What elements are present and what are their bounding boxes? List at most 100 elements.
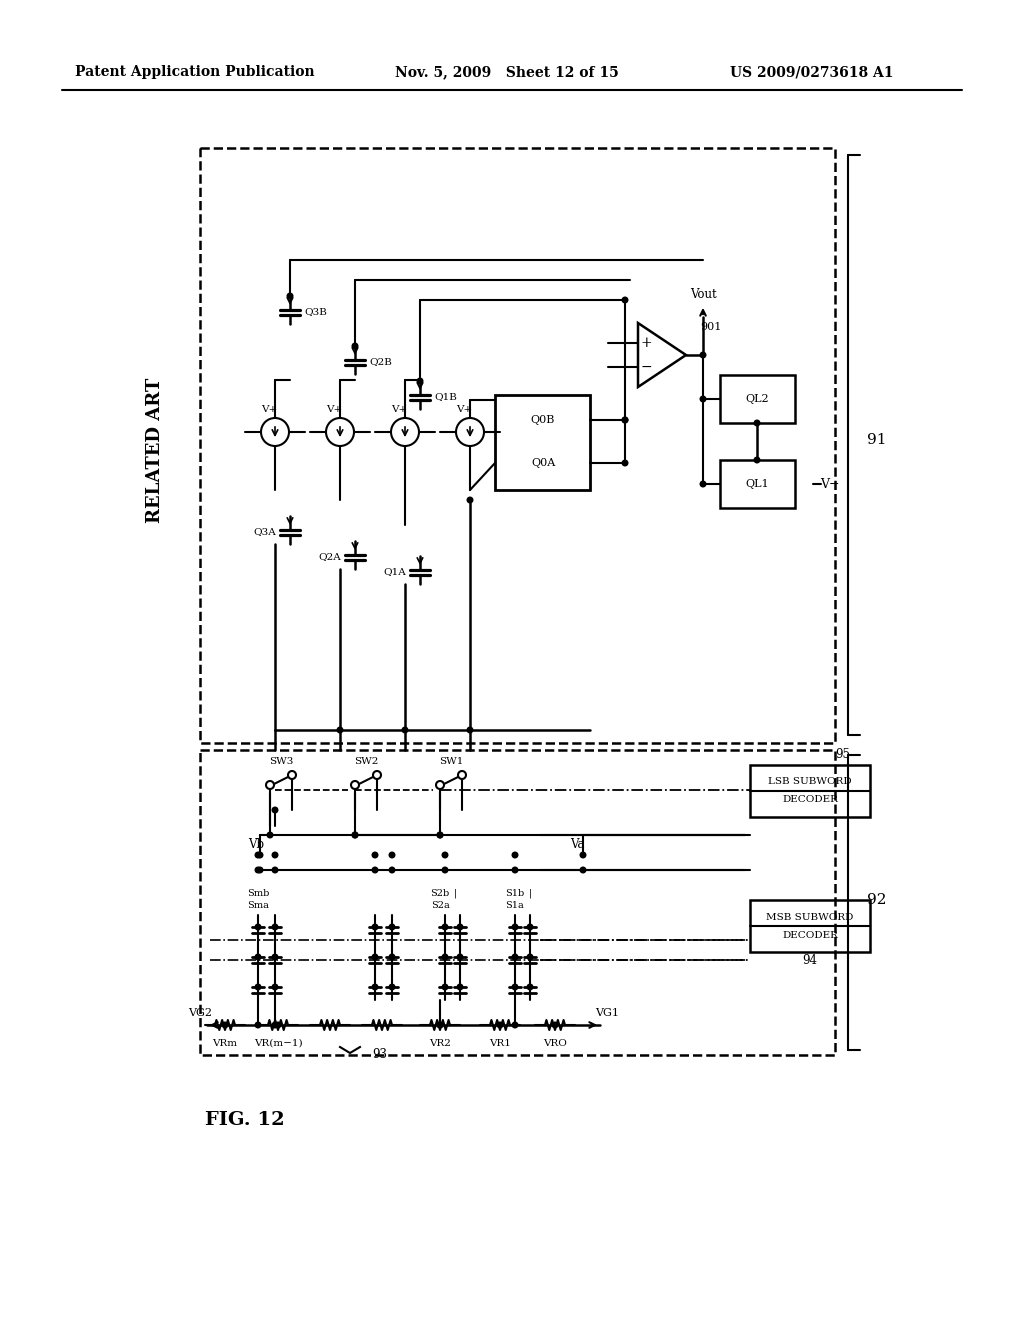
Circle shape bbox=[255, 866, 261, 874]
Circle shape bbox=[580, 851, 587, 858]
Text: Q3B: Q3B bbox=[304, 308, 327, 317]
Circle shape bbox=[271, 953, 279, 961]
Circle shape bbox=[388, 851, 395, 858]
Circle shape bbox=[754, 420, 761, 426]
Circle shape bbox=[526, 924, 534, 931]
Circle shape bbox=[436, 781, 444, 789]
Circle shape bbox=[526, 953, 534, 961]
Circle shape bbox=[256, 851, 263, 858]
Circle shape bbox=[271, 983, 279, 990]
Circle shape bbox=[441, 924, 449, 931]
Circle shape bbox=[699, 351, 707, 359]
Circle shape bbox=[622, 297, 629, 304]
Bar bbox=[200, 750, 835, 1055]
Circle shape bbox=[255, 953, 261, 961]
Circle shape bbox=[467, 726, 473, 734]
Circle shape bbox=[526, 983, 534, 990]
Text: Q0A: Q0A bbox=[530, 458, 555, 469]
Circle shape bbox=[497, 1022, 504, 1028]
Circle shape bbox=[401, 726, 409, 734]
Bar bbox=[200, 148, 835, 743]
Circle shape bbox=[337, 726, 343, 734]
Text: Q0B: Q0B bbox=[530, 414, 555, 425]
Circle shape bbox=[754, 457, 761, 463]
Circle shape bbox=[456, 418, 484, 446]
Circle shape bbox=[372, 924, 379, 931]
Circle shape bbox=[351, 342, 358, 350]
Circle shape bbox=[351, 832, 358, 838]
Circle shape bbox=[391, 418, 419, 446]
Text: Q3A: Q3A bbox=[253, 528, 276, 536]
Circle shape bbox=[467, 496, 473, 503]
Circle shape bbox=[261, 418, 289, 446]
Circle shape bbox=[255, 1022, 261, 1028]
Text: 92: 92 bbox=[867, 894, 887, 907]
Circle shape bbox=[441, 851, 449, 858]
Text: SW3: SW3 bbox=[269, 756, 293, 766]
Circle shape bbox=[512, 953, 518, 961]
Text: V+: V+ bbox=[261, 405, 278, 414]
Text: VR1: VR1 bbox=[489, 1039, 511, 1048]
Text: 901: 901 bbox=[700, 322, 721, 333]
Text: Patent Application Publication: Patent Application Publication bbox=[75, 65, 314, 79]
Circle shape bbox=[351, 781, 359, 789]
Circle shape bbox=[458, 771, 466, 779]
Circle shape bbox=[221, 1022, 228, 1028]
Circle shape bbox=[512, 924, 518, 931]
Text: V−: V− bbox=[820, 479, 840, 491]
Circle shape bbox=[288, 771, 296, 779]
Bar bbox=[720, 375, 795, 422]
Circle shape bbox=[417, 378, 424, 384]
Circle shape bbox=[512, 866, 518, 874]
Text: Va: Va bbox=[570, 838, 585, 851]
Circle shape bbox=[388, 953, 395, 961]
Circle shape bbox=[436, 1022, 443, 1028]
Bar bbox=[750, 900, 870, 952]
Text: MSB SUBWORD: MSB SUBWORD bbox=[766, 912, 854, 921]
Text: US 2009/0273618 A1: US 2009/0273618 A1 bbox=[730, 65, 894, 79]
Text: 91: 91 bbox=[867, 433, 887, 447]
Circle shape bbox=[287, 293, 294, 300]
Circle shape bbox=[274, 1022, 282, 1028]
Circle shape bbox=[699, 396, 707, 403]
Circle shape bbox=[271, 1022, 279, 1028]
Text: −: − bbox=[640, 360, 652, 374]
Circle shape bbox=[388, 983, 395, 990]
Text: S1b: S1b bbox=[506, 888, 524, 898]
Text: RELATED ART: RELATED ART bbox=[146, 378, 164, 523]
Text: V+: V+ bbox=[391, 405, 408, 414]
Text: DECODER: DECODER bbox=[782, 931, 838, 940]
Text: VRO: VRO bbox=[543, 1039, 567, 1048]
Text: Vb: Vb bbox=[248, 838, 264, 851]
Circle shape bbox=[271, 924, 279, 931]
Circle shape bbox=[622, 459, 629, 466]
Circle shape bbox=[457, 924, 464, 931]
Circle shape bbox=[255, 983, 261, 990]
Circle shape bbox=[388, 866, 395, 874]
Circle shape bbox=[699, 480, 707, 487]
Text: +: + bbox=[640, 337, 652, 350]
Circle shape bbox=[271, 851, 279, 858]
Circle shape bbox=[441, 953, 449, 961]
Circle shape bbox=[552, 1022, 558, 1028]
Circle shape bbox=[622, 417, 629, 424]
Text: 95: 95 bbox=[835, 748, 850, 762]
Circle shape bbox=[373, 771, 381, 779]
Text: V+: V+ bbox=[456, 405, 472, 414]
Circle shape bbox=[256, 866, 263, 874]
Text: Sma: Sma bbox=[247, 900, 269, 909]
Text: Smb: Smb bbox=[247, 888, 269, 898]
Circle shape bbox=[351, 832, 358, 838]
Bar bbox=[495, 395, 590, 490]
Text: SW2: SW2 bbox=[354, 756, 378, 766]
Text: VRm: VRm bbox=[213, 1039, 238, 1048]
Text: S2a: S2a bbox=[431, 900, 450, 909]
Circle shape bbox=[266, 832, 273, 838]
Text: SW1: SW1 bbox=[439, 756, 463, 766]
Circle shape bbox=[441, 983, 449, 990]
Circle shape bbox=[372, 851, 379, 858]
Circle shape bbox=[457, 953, 464, 961]
Text: QL2: QL2 bbox=[745, 393, 769, 404]
Text: Q1B: Q1B bbox=[434, 392, 457, 401]
Text: FIG. 12: FIG. 12 bbox=[205, 1111, 285, 1129]
